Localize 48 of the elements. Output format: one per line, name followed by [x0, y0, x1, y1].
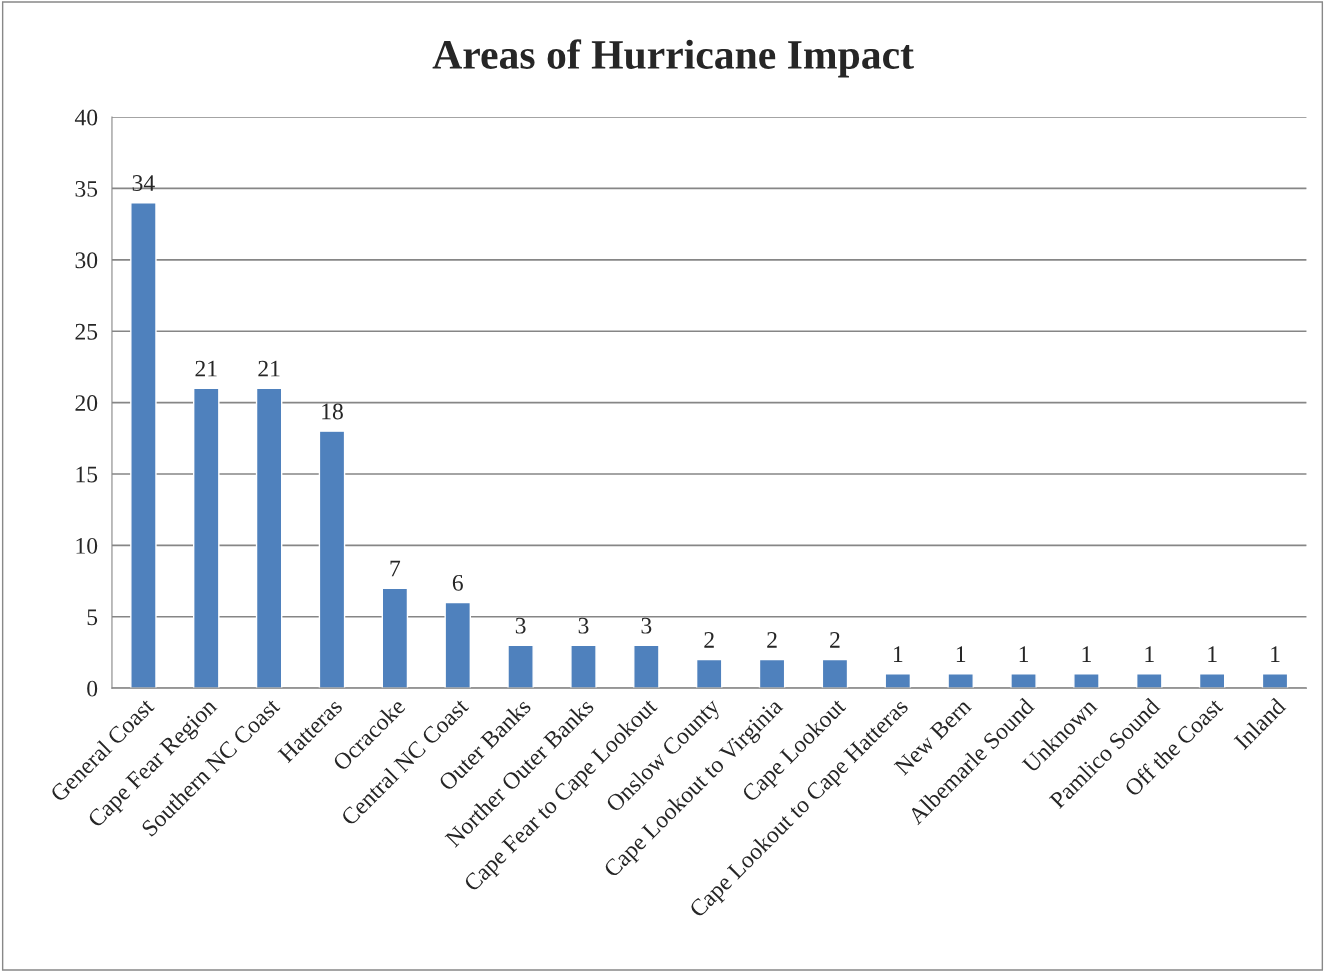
- bar: [255, 387, 283, 689]
- y-tick-label: 40: [74, 109, 98, 126]
- data-label: 34: [132, 175, 155, 191]
- bar: [130, 202, 157, 689]
- y-tick-label: 15: [76, 466, 98, 483]
- data-label: 2: [704, 632, 714, 648]
- bar: [318, 430, 346, 689]
- bar: [192, 387, 220, 689]
- bar: [821, 658, 849, 689]
- data-label: 2: [767, 632, 777, 648]
- data-label: 3: [578, 617, 589, 634]
- bar: [633, 644, 660, 689]
- bar: [570, 644, 597, 689]
- data-label: 1: [893, 646, 903, 662]
- data-label: 1: [1019, 646, 1029, 662]
- y-tick-label: 10: [76, 537, 98, 554]
- data-label: 2: [830, 632, 840, 648]
- data-label: 21: [195, 360, 217, 377]
- bar: [1136, 673, 1163, 689]
- data-label: 6: [452, 574, 463, 591]
- y-tick-label: 5: [87, 609, 98, 626]
- y-tick-label: 30: [75, 252, 98, 269]
- chart-title: Areas of Hurricane Impact: [432, 39, 914, 78]
- bar: [381, 587, 409, 689]
- y-tick-label: 35: [75, 180, 98, 197]
- bar: [1010, 673, 1037, 689]
- data-label: 1: [956, 646, 966, 662]
- data-label: 1: [1082, 646, 1091, 662]
- bar: [1261, 673, 1289, 689]
- data-label: 18: [322, 403, 343, 420]
- bar: [507, 644, 534, 689]
- data-label: 1: [1208, 646, 1217, 662]
- y-tick-label: 20: [75, 395, 98, 412]
- data-label: 21: [258, 360, 280, 377]
- data-label: 1: [1145, 646, 1154, 662]
- y-tick-label: 25: [75, 323, 98, 340]
- bar: [695, 658, 723, 689]
- bar: [1198, 673, 1226, 689]
- y-tick-label: 0: [87, 680, 98, 697]
- bar: [758, 658, 786, 689]
- bar: [1073, 673, 1100, 689]
- data-label: 3: [641, 617, 652, 634]
- data-label: 3: [515, 617, 526, 634]
- data-label: 7: [390, 560, 401, 577]
- bar: [884, 673, 912, 689]
- data-label: 1: [1271, 646, 1280, 662]
- bar: [947, 673, 974, 689]
- bar: [444, 601, 472, 689]
